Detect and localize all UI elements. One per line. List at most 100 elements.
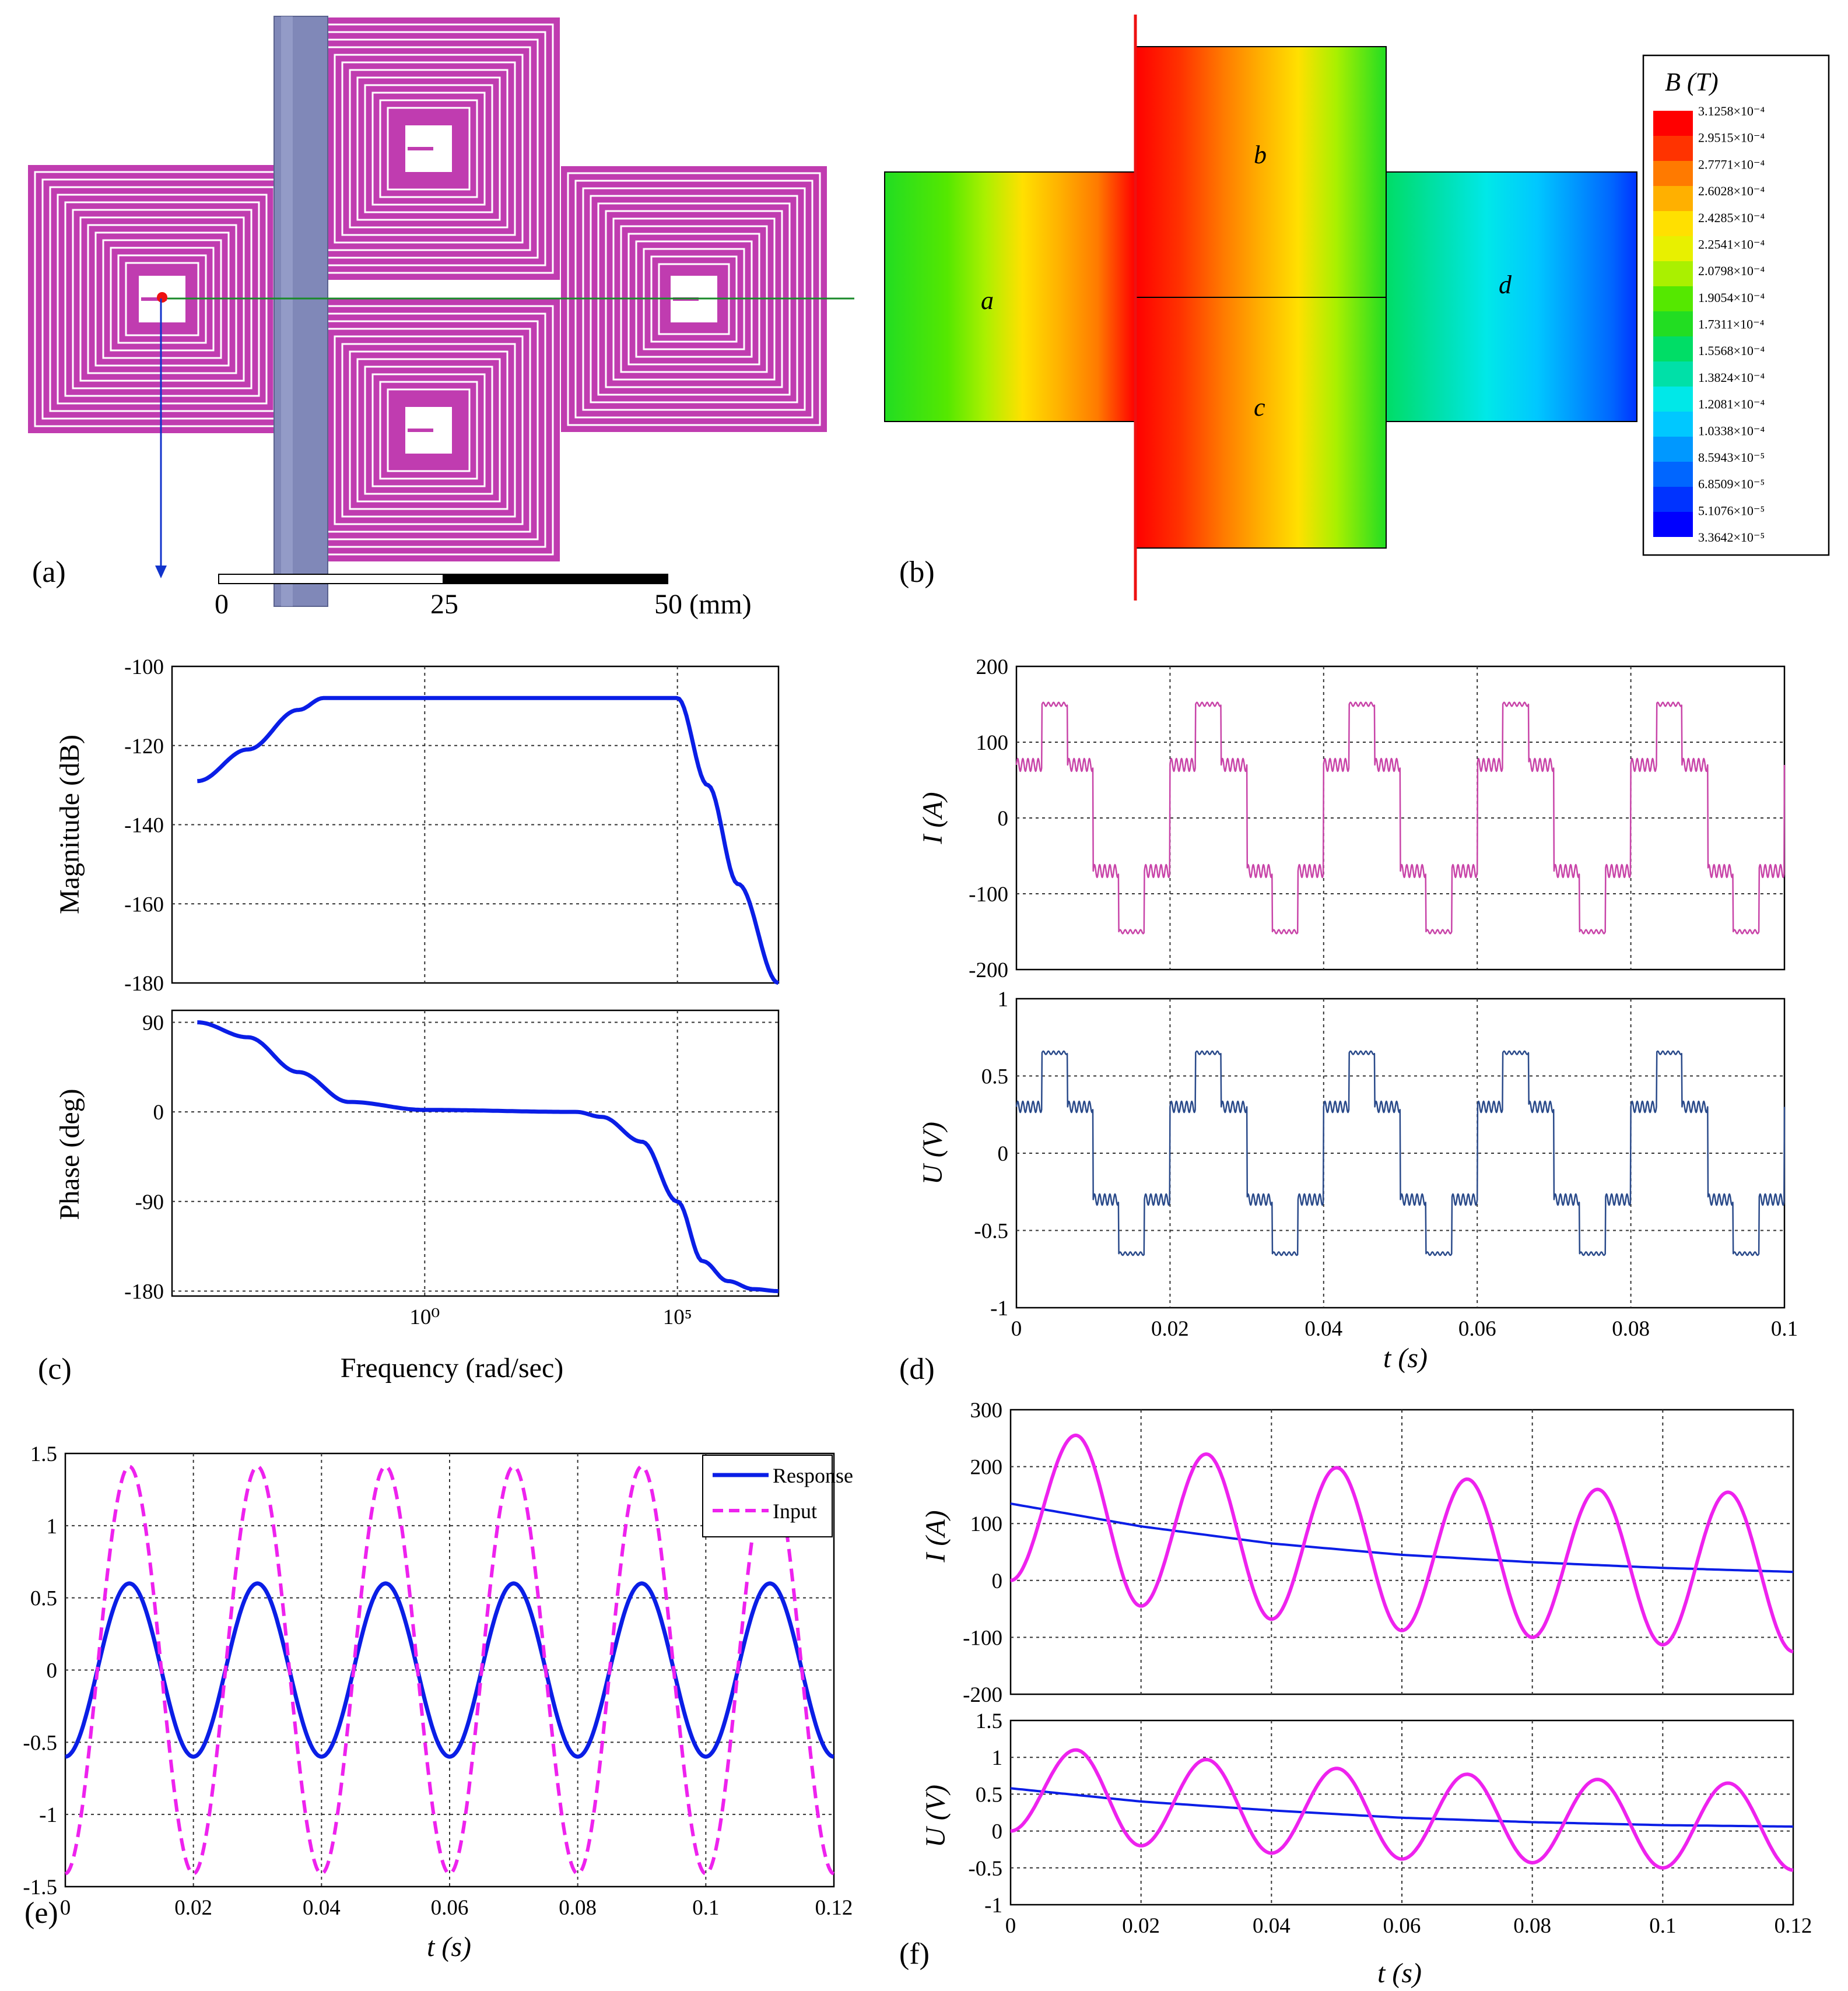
panel-label-f: (f) — [899, 1937, 930, 1971]
y-tick-label: 0 — [992, 1569, 1003, 1593]
x-tick-label: 10⁵ — [663, 1305, 692, 1329]
y-tick-label: 0 — [992, 1820, 1003, 1844]
colorbar-title: B (T) — [1665, 68, 1719, 96]
x-tick-label: 0.02 — [174, 1896, 212, 1920]
colorbar-tick-label: 1.7311×10⁻⁴ — [1698, 317, 1765, 332]
colorbar-tick-label: 2.7771×10⁻⁴ — [1698, 157, 1765, 171]
current-waveform — [1015, 701, 1786, 935]
colorbar-swatch — [1653, 487, 1693, 512]
x-tick-label: 0.12 — [1775, 1914, 1812, 1938]
scale-label-25: 25 — [430, 589, 458, 620]
coil-top-turn — [341, 61, 516, 236]
y-tick-label: -1 — [984, 1894, 1002, 1918]
coil-bottom-turn — [341, 343, 516, 518]
panel-a-coil-layout: 0 25 50 (mm) (a) — [28, 16, 854, 620]
colorbar-tick-label: 1.0338×10⁻⁴ — [1698, 423, 1765, 438]
scale-bar: 0 25 50 (mm) — [215, 574, 752, 620]
coil-top-turn — [356, 76, 501, 221]
f-current-decay-curve — [1010, 1502, 1794, 1574]
coil-bottom-turn — [379, 381, 478, 480]
y-tick-label: 0.5 — [976, 1783, 1002, 1807]
y-tick-label: -0.5 — [23, 1731, 57, 1755]
y-tick-label: -200 — [963, 1683, 1002, 1707]
y-tick-label: 1 — [998, 988, 1009, 1012]
e-axes: 1.510.50-0.5-1-1.50 0.02 0.04 0.06 0.08 0.1 0.… — [23, 1442, 853, 1920]
d-xlabel: t (s) — [1383, 1343, 1428, 1374]
c-phase-axes: 90 0 -90 -180 10⁰ 10⁵ — [124, 1010, 779, 1329]
colorbar: B (T) 3.1258×10⁻⁴ 2.9515×10⁻⁴ 2.7771×10⁻⁴ 2… — [1642, 54, 1830, 556]
f-voltage-oscillation-curve — [1009, 1748, 1794, 1872]
coil-top-turn — [387, 107, 471, 191]
e-legend: Response Input — [702, 1455, 853, 1537]
y-tick-label: 100 — [976, 731, 1009, 755]
y-tick-label: 0.5 — [981, 1065, 1008, 1089]
c-magnitude-axes: -100 -120 -140 -160 -180 — [124, 655, 780, 996]
x-tick-label: 0.1 — [1649, 1914, 1676, 1938]
x-tick-label: 0 — [1011, 1317, 1022, 1341]
x-tick-label: 0.08 — [1513, 1914, 1551, 1938]
region-label-d: d — [1499, 271, 1512, 299]
x-tick-label: 0 — [1005, 1914, 1016, 1938]
coil-top-turn — [364, 84, 493, 213]
colorbar-swatch — [1653, 111, 1693, 136]
y-tick-label: 300 — [970, 1399, 1003, 1423]
x-tick-label: 10⁰ — [409, 1305, 440, 1329]
y-tick-label: 100 — [970, 1512, 1003, 1536]
origin-marker — [157, 292, 167, 303]
scale-label-50: 50 (mm) — [654, 589, 752, 620]
colorbar-swatch — [1653, 336, 1693, 361]
colorbar-swatch — [1653, 261, 1693, 286]
panel-label-a: (a) — [32, 556, 66, 589]
colorbar-tick-label: 1.9054×10⁻⁴ — [1698, 290, 1765, 305]
x-tick-label: 0.08 — [559, 1896, 597, 1920]
y-tick-label: -0.5 — [968, 1857, 1002, 1881]
f-xlabel: t (s) — [1377, 1958, 1422, 1989]
coil-bottom-turn — [349, 350, 509, 510]
colorbar-swatch — [1653, 236, 1693, 261]
colorbar-swatch — [1653, 211, 1693, 236]
colorbar-tick-label: 3.1258×10⁻⁴ — [1698, 104, 1765, 118]
colorbar-tick-label: 2.4285×10⁻⁴ — [1698, 210, 1765, 225]
colorbar-tick-label: 2.9515×10⁻⁴ — [1698, 131, 1765, 145]
magnitude-curve — [197, 696, 780, 985]
colorbar-swatch — [1653, 361, 1693, 387]
colorbar-swatches: 3.1258×10⁻⁴ 2.9515×10⁻⁴ 2.7771×10⁻⁴ 2.6028×… — [1653, 104, 1765, 545]
response-curve — [64, 1581, 835, 1759]
c-phase-ylabel: Phase (deg) — [54, 1088, 85, 1220]
y-tick-label: 0 — [998, 1142, 1009, 1166]
colorbar-tick-label: 2.0798×10⁻⁴ — [1698, 264, 1765, 278]
x-tick-label: 0.12 — [815, 1896, 853, 1920]
region-label-b: b — [1254, 141, 1267, 169]
y-tick-label: 0 — [47, 1659, 58, 1683]
panel-c-bode-plot: -100 -120 -140 -160 -180 90 0 -90 -180 10⁰ 10⁵ Ma… — [38, 655, 780, 1386]
x-tick-label: 0.06 — [1383, 1914, 1421, 1938]
region-a — [884, 171, 1136, 422]
y-tick-label: 0.5 — [30, 1587, 57, 1611]
f-voltage-axes: 1.510.50-0.5-10 0.02 0.04 0.06 0.08 0.1 0.12 — [968, 1709, 1812, 1938]
coil-bottom-turn — [371, 373, 486, 487]
region-c — [1135, 297, 1387, 549]
colorbar-tick-label: 1.3824×10⁻⁴ — [1698, 370, 1765, 385]
y-tick-label: -1 — [39, 1803, 57, 1827]
x-tick-label: 0.1 — [692, 1896, 719, 1920]
colorbar-tick-label: 3.3642×10⁻⁵ — [1698, 530, 1765, 545]
f-current-oscillation-curve — [1009, 1433, 1794, 1653]
f-current-ylabel: I (A) — [920, 1510, 951, 1562]
colorbar-tick-label: 1.2081×10⁻⁴ — [1698, 397, 1765, 412]
y-tick-label: -200 — [969, 958, 1008, 982]
voltage-waveform — [1015, 1050, 1786, 1256]
y-tick-label: -100 — [963, 1626, 1002, 1650]
region-label-c: c — [1254, 393, 1265, 422]
colorbar-swatch — [1653, 512, 1693, 537]
colorbar-tick-label: 8.5943×10⁻⁵ — [1698, 450, 1765, 465]
y-tick-label: 1.5 — [30, 1442, 57, 1466]
colorbar-swatch — [1653, 286, 1693, 311]
x-tick-label: 0.08 — [1612, 1317, 1650, 1341]
region-b — [1135, 46, 1387, 298]
y-tick-label: 1 — [992, 1746, 1003, 1770]
colorbar-swatch — [1653, 136, 1693, 161]
y-tick-label: 200 — [970, 1456, 1003, 1480]
y-tick-label: 90 — [142, 1011, 164, 1035]
